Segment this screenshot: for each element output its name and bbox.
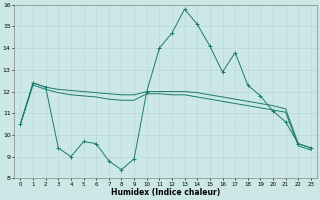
X-axis label: Humidex (Indice chaleur): Humidex (Indice chaleur) — [111, 188, 220, 197]
